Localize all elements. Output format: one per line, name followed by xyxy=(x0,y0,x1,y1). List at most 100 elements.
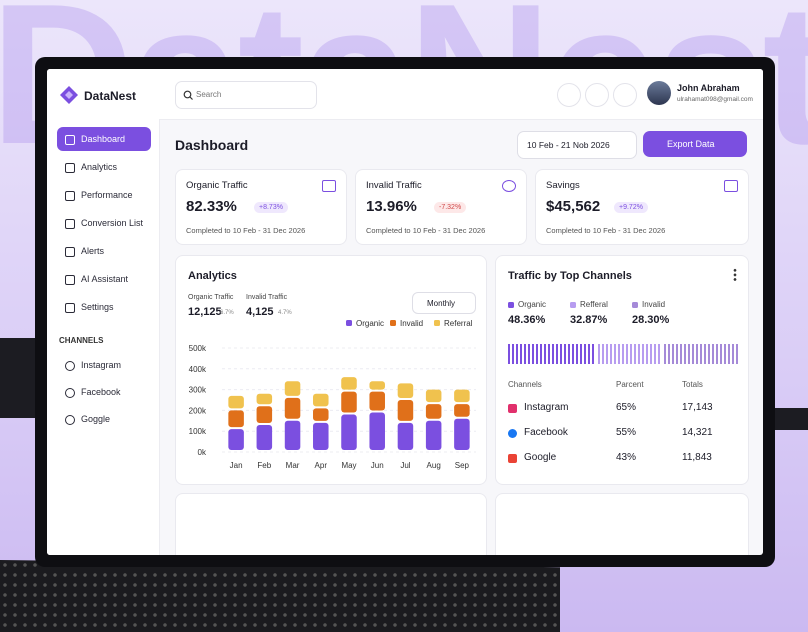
y-tick-label: 400k xyxy=(189,365,207,374)
card-title: Savings xyxy=(546,180,580,191)
y-tick-label: 0k xyxy=(198,448,207,457)
table-cell: 17,143 xyxy=(682,402,713,413)
more-menu[interactable] xyxy=(732,268,738,282)
stat-card: Organic Traffic 82.33% +8.73% Completed to … xyxy=(175,169,347,245)
nav-icon xyxy=(65,219,75,229)
analytics-card: Analytics Monthly 0k 100k 200k 300k 400k 500k… xyxy=(175,255,487,485)
bar-segment xyxy=(425,404,442,419)
channel-icon xyxy=(65,361,75,371)
x-tick-label: Aug xyxy=(427,461,441,470)
period-select[interactable]: Monthly xyxy=(412,292,476,314)
traffic-card: Traffic by Top Channels Organic 48.36% Ref… xyxy=(495,255,749,485)
nav-item[interactable]: Analytics xyxy=(57,155,151,179)
bar-segment xyxy=(397,383,414,398)
y-tick-label: 200k xyxy=(189,406,207,415)
table-cell: 55% xyxy=(616,427,637,438)
channel-item[interactable]: Instagram xyxy=(57,353,151,377)
notification-button[interactable] xyxy=(585,83,609,107)
nav-label: AI Assistant xyxy=(81,274,129,284)
stat-label: Invalid Traffic xyxy=(246,294,288,301)
nav-icon xyxy=(65,303,75,313)
top-bar: Search John Abraham ulrahamat098@gmail.c… xyxy=(159,69,763,120)
theme-button[interactable] xyxy=(557,83,581,107)
channel-icon xyxy=(65,388,75,398)
bar-segment xyxy=(341,414,357,450)
bar-segment xyxy=(284,420,301,450)
table-cell: 43% xyxy=(616,452,637,463)
shelf xyxy=(770,408,808,430)
bar-segment xyxy=(228,429,244,450)
nav-item[interactable]: Dashboard xyxy=(57,127,151,151)
mail-button[interactable] xyxy=(613,83,637,107)
shelf xyxy=(0,338,40,418)
legend-label: Organic xyxy=(356,319,384,328)
traffic-title: Traffic by Top Channels xyxy=(508,270,632,282)
card-icon xyxy=(322,180,336,192)
export-button[interactable]: Export Data xyxy=(643,131,747,157)
card-value: 82.33% xyxy=(186,198,237,215)
export-label: Export Data xyxy=(667,139,715,149)
nav-item[interactable]: AI Assistant xyxy=(57,267,151,291)
column-header: Totals xyxy=(682,380,703,389)
summary-stripe xyxy=(598,344,660,364)
screen: DataNest CHANNELS Dashboard Analytics Perf… xyxy=(47,69,763,555)
user-name: John Abraham xyxy=(677,83,740,93)
bar-segment xyxy=(284,397,301,419)
nav-item[interactable]: Alerts xyxy=(57,239,151,263)
summary-value: 28.30% xyxy=(632,314,670,326)
summary-stripe xyxy=(664,344,740,364)
bar-segment xyxy=(397,422,414,450)
card-note: Completed to 10 Feb - 31 Dec 2026 xyxy=(546,226,666,235)
nav-label: Settings xyxy=(81,302,114,312)
bar-segment xyxy=(313,393,329,407)
avatar[interactable] xyxy=(647,81,671,105)
summary-name: Refferal xyxy=(580,300,608,309)
nav-icon xyxy=(65,135,75,145)
page-title: Dashboard xyxy=(175,137,249,153)
channel-icon xyxy=(508,429,517,438)
summary-name: Invalid xyxy=(642,300,666,309)
x-tick-label: Feb xyxy=(257,461,271,470)
stat-label: Organic Traffic xyxy=(188,294,234,301)
summary-name: Organic xyxy=(518,300,547,309)
channel-item[interactable]: Facebook xyxy=(57,380,151,404)
x-tick-label: May xyxy=(341,461,356,470)
bar-segment xyxy=(397,400,414,421)
summary-dot xyxy=(570,302,576,308)
nav-label: Performance xyxy=(81,190,133,200)
stat-card: Savings $45,562 +9.72% Completed to 10 Feb … xyxy=(535,169,749,245)
y-tick-label: 500k xyxy=(189,344,207,353)
card-change: -7.32% xyxy=(434,202,467,213)
channel-item[interactable]: Goggle xyxy=(57,407,151,431)
summary-value: 32.87% xyxy=(570,314,608,326)
nav-item[interactable]: Settings xyxy=(57,295,151,319)
x-tick-label: Apr xyxy=(315,461,328,470)
x-tick-label: Jul xyxy=(400,461,410,470)
x-tick-label: Mar xyxy=(286,461,300,470)
column-header: Channels xyxy=(508,380,542,389)
x-tick-label: Sep xyxy=(455,461,470,470)
table-cell: Instagram xyxy=(524,402,569,413)
search-icon xyxy=(183,90,193,100)
card-change: +9.72% xyxy=(614,202,648,213)
desk xyxy=(0,560,560,632)
nav-item[interactable]: Conversion List xyxy=(57,211,151,235)
nav-item[interactable]: Performance xyxy=(57,183,151,207)
search-box[interactable]: Search xyxy=(175,81,317,109)
legend-swatch xyxy=(346,320,352,326)
card-change: +8.73% xyxy=(254,202,288,213)
card-note: Completed to 10 Feb - 31 Dec 2026 xyxy=(366,226,486,235)
date-picker[interactable]: 10 Feb - 21 Nob 2026 xyxy=(517,131,637,159)
channel-label: Instagram xyxy=(81,360,122,370)
nav-icon xyxy=(65,247,75,257)
nav-label: Conversion List xyxy=(81,218,144,228)
legend-label: Invalid xyxy=(400,319,423,328)
bar-segment xyxy=(454,418,470,450)
table-cell: 14,321 xyxy=(682,427,713,438)
card-icon xyxy=(724,180,738,192)
lower-card xyxy=(495,493,749,555)
bar-segment xyxy=(369,412,385,450)
bar-segment xyxy=(284,381,301,396)
